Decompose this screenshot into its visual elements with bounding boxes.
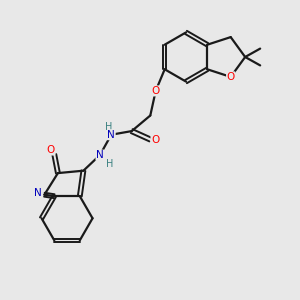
Text: N: N — [34, 188, 42, 198]
Text: H: H — [106, 158, 113, 169]
Text: H: H — [105, 122, 112, 132]
Text: O: O — [152, 86, 160, 96]
Text: O: O — [151, 134, 159, 145]
Text: N: N — [107, 130, 115, 140]
Text: N: N — [96, 150, 104, 160]
Text: O: O — [46, 145, 55, 155]
Text: O: O — [226, 72, 235, 82]
